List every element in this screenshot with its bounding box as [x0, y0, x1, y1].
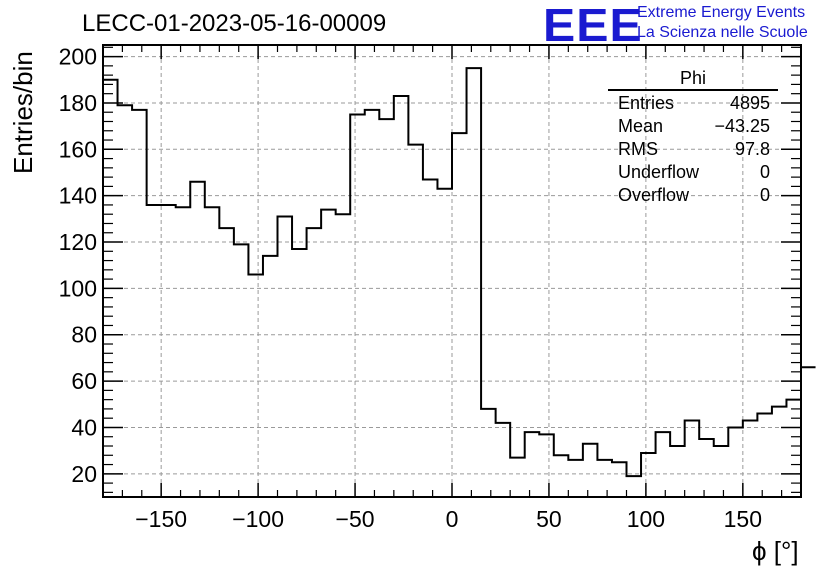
eee-logo: EEE	[543, 0, 643, 51]
y-tick-label: 160	[59, 136, 97, 162]
stat-label: Underflow	[618, 162, 700, 182]
logo-line-1: Extreme Energy Events	[637, 4, 806, 21]
stat-row-mean: Mean −43.25	[608, 115, 778, 138]
stat-row-underflow: Underflow 0	[608, 161, 778, 184]
stat-value: 0	[759, 185, 770, 205]
axis-ticks	[103, 45, 801, 497]
stats-box: Phi Entries 4895 Mean −43.25 RMS 97.8 Un…	[608, 68, 778, 207]
x-tick-label: 100	[627, 506, 665, 532]
y-tick-label: 200	[59, 44, 97, 70]
tick-labels: −150 −100 −50 0 50 100 150 20 40 60 80 100 120 140 160…	[59, 44, 762, 532]
y-tick-label: 60	[71, 368, 97, 394]
x-tick-label: −100	[232, 506, 284, 532]
stat-value: 4895	[729, 93, 770, 113]
stat-row-rms: RMS 97.8	[608, 138, 778, 161]
stat-value: 97.8	[734, 139, 770, 159]
x-tick-label: 150	[724, 506, 762, 532]
x-tick-label: −50	[336, 506, 375, 532]
stat-value: 0	[759, 162, 770, 182]
stat-value: −43.25	[714, 116, 770, 136]
stat-row-entries: Entries 4895	[608, 92, 778, 115]
histogram-series	[103, 67, 816, 478]
logo-line-2: La Scienza nelle Scuole	[637, 24, 808, 41]
y-tick-label: 100	[59, 275, 97, 301]
stat-row-overflow: Overflow 0	[608, 184, 778, 207]
stat-label: Entries	[618, 93, 675, 113]
y-tick-label: 20	[71, 461, 97, 487]
x-tick-label: 50	[536, 506, 562, 532]
plot-frame	[102, 44, 802, 498]
y-tick-label: 140	[59, 183, 97, 209]
stat-label: Overflow	[618, 185, 690, 205]
stat-label: Mean	[618, 116, 664, 136]
y-axis-label: Entries/bin	[8, 51, 38, 174]
x-tick-label: −150	[135, 506, 187, 532]
y-tick-label: 120	[59, 229, 97, 255]
y-tick-label: 180	[59, 90, 97, 116]
stats-title: Phi	[608, 68, 778, 91]
stat-label: RMS	[618, 139, 658, 159]
y-tick-label: 40	[71, 414, 97, 440]
grid-lines	[103, 45, 801, 497]
x-axis-label: ϕ [°]	[752, 536, 799, 566]
x-tick-label: 0	[446, 506, 459, 532]
chart-title: LECC-01-2023-05-16-00009	[82, 10, 387, 37]
y-tick-label: 80	[71, 322, 97, 348]
